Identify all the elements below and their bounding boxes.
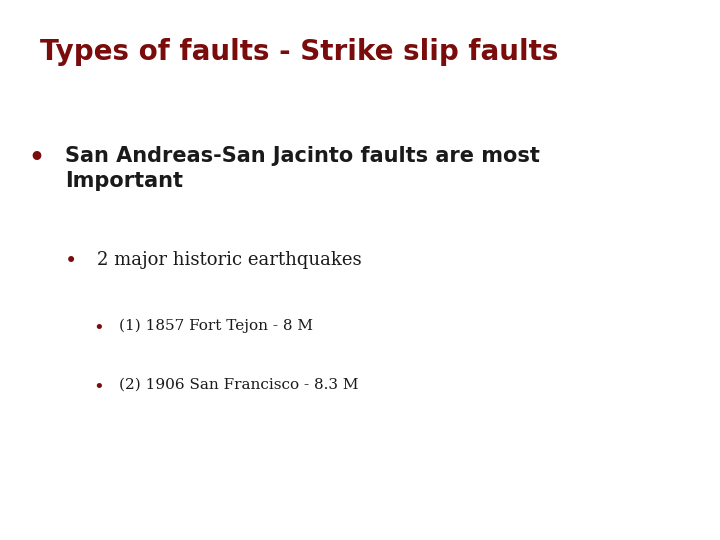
Text: 2 major historic earthquakes: 2 major historic earthquakes (97, 251, 362, 269)
Text: •: • (94, 378, 104, 396)
Text: (1) 1857 Fort Tejon - 8 M: (1) 1857 Fort Tejon - 8 M (119, 319, 312, 333)
Text: (2) 1906 San Francisco - 8.3 M: (2) 1906 San Francisco - 8.3 M (119, 378, 359, 392)
Text: •: • (94, 319, 104, 336)
Text: Types of faults - Strike slip faults: Types of faults - Strike slip faults (40, 38, 558, 66)
Text: •: • (65, 251, 77, 271)
Text: •: • (29, 146, 45, 170)
Text: San Andreas-San Jacinto faults are most
Important: San Andreas-San Jacinto faults are most … (65, 146, 540, 191)
